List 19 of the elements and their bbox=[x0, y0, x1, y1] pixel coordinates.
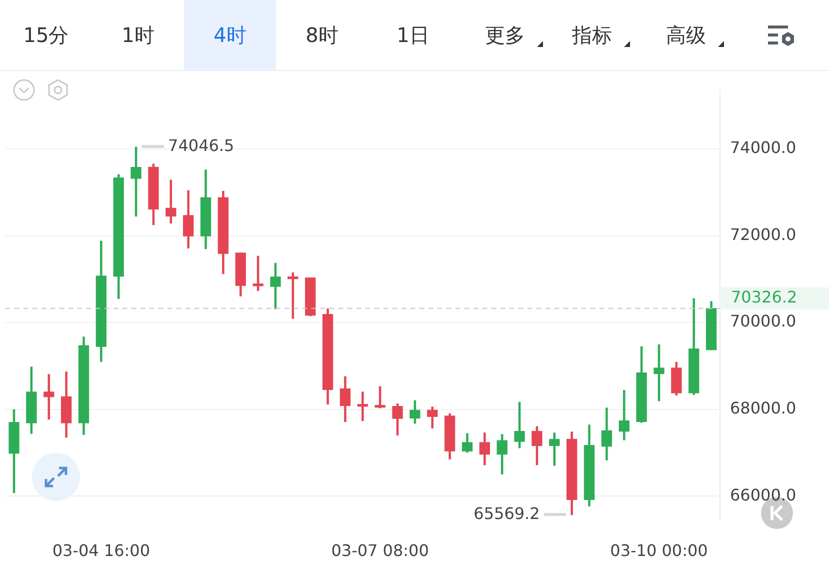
y-tick-label: 72000.0 bbox=[730, 224, 796, 244]
x-tick-label: 03-07 08:00 bbox=[331, 540, 429, 560]
text: 4时 bbox=[184, 0, 276, 70]
text: 高级 bbox=[665, 22, 707, 49]
text: 1日 bbox=[396, 22, 430, 49]
x-tick-label: 03-10 00:00 bbox=[610, 540, 708, 560]
text: 指标 bbox=[571, 22, 613, 49]
text: 1时 bbox=[120, 22, 156, 49]
y-tick-label: 66000.0 bbox=[730, 485, 796, 504]
text: 8时 bbox=[304, 22, 340, 49]
y-tick-label: 68000.0 bbox=[730, 398, 796, 418]
text: 15分 bbox=[22, 22, 70, 49]
annotation: 65569.2 bbox=[474, 504, 540, 523]
x-tick-label: 03-04 16:00 bbox=[52, 540, 150, 560]
ref-line-label: 70326.2 bbox=[731, 288, 798, 307]
text: 更多 bbox=[484, 22, 526, 49]
y-tick-label: 74000.0 bbox=[730, 138, 796, 158]
y-tick-label: 70000.0 bbox=[730, 312, 796, 331]
annotation: 74046.5 bbox=[168, 136, 234, 156]
